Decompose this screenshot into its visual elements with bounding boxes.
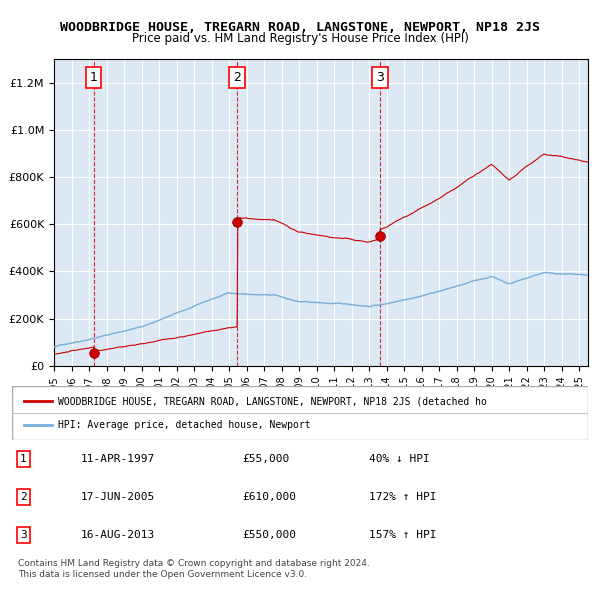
Text: Price paid vs. HM Land Registry's House Price Index (HPI): Price paid vs. HM Land Registry's House … [131, 32, 469, 45]
Text: WOODBRIDGE HOUSE, TREGARN ROAD, LANGSTONE, NEWPORT, NP18 2JS (detached ho: WOODBRIDGE HOUSE, TREGARN ROAD, LANGSTON… [58, 396, 487, 407]
Text: HPI: Average price, detached house, Newport: HPI: Average price, detached house, Newp… [58, 419, 311, 430]
Text: 11-APR-1997: 11-APR-1997 [81, 454, 155, 464]
Text: 172% ↑ HPI: 172% ↑ HPI [369, 492, 437, 502]
Text: 1: 1 [90, 71, 98, 84]
Text: WOODBRIDGE HOUSE, TREGARN ROAD, LANGSTONE, NEWPORT, NP18 2JS: WOODBRIDGE HOUSE, TREGARN ROAD, LANGSTON… [60, 21, 540, 34]
Text: 157% ↑ HPI: 157% ↑ HPI [369, 530, 437, 540]
Text: 1: 1 [20, 454, 27, 464]
Text: 40% ↓ HPI: 40% ↓ HPI [369, 454, 430, 464]
Text: £55,000: £55,000 [242, 454, 290, 464]
Text: 2: 2 [233, 71, 241, 84]
Text: Contains HM Land Registry data © Crown copyright and database right 2024.
This d: Contains HM Land Registry data © Crown c… [18, 559, 370, 579]
Text: 3: 3 [376, 71, 384, 84]
Text: 2: 2 [20, 492, 27, 502]
Text: £550,000: £550,000 [242, 530, 296, 540]
Text: 16-AUG-2013: 16-AUG-2013 [81, 530, 155, 540]
Text: 17-JUN-2005: 17-JUN-2005 [81, 492, 155, 502]
Text: £610,000: £610,000 [242, 492, 296, 502]
Text: 3: 3 [20, 530, 27, 540]
FancyBboxPatch shape [12, 386, 588, 440]
